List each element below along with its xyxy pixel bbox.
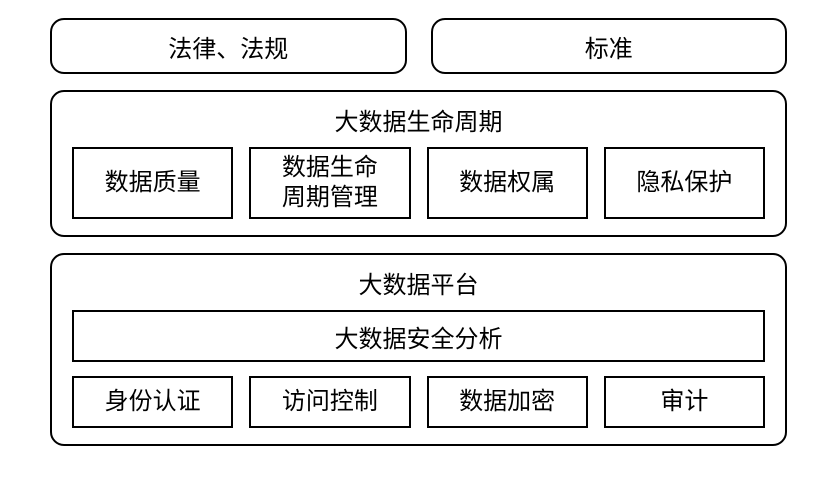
- platform-items-row: 身份认证 访问控制 数据加密 审计: [72, 376, 765, 428]
- laws-regulations-box: 法律、法规: [50, 18, 407, 74]
- security-row: 大数据安全分析: [72, 310, 765, 362]
- platform-item: 身份认证: [72, 376, 233, 428]
- lifecycle-item-label: 数据质量: [105, 168, 201, 198]
- platform-item: 数据加密: [427, 376, 588, 428]
- top-row: 法律、法规 标准: [50, 18, 787, 74]
- security-analysis-label: 大数据安全分析: [335, 319, 503, 354]
- lifecycle-title: 大数据生命周期: [72, 102, 765, 137]
- laws-regulations-label: 法律、法规: [168, 29, 288, 64]
- lifecycle-items-row: 数据质量 数据生命周期管理 数据权属 隐私保护: [72, 147, 765, 219]
- lifecycle-item-label: 隐私保护: [636, 168, 732, 198]
- platform-item-label: 身份认证: [105, 387, 201, 417]
- lifecycle-item: 隐私保护: [604, 147, 765, 219]
- platform-item-label: 访问控制: [282, 387, 378, 417]
- platform-item-label: 审计: [660, 387, 708, 417]
- lifecycle-item-label: 数据生命周期管理: [282, 153, 378, 213]
- lifecycle-item: 数据生命周期管理: [249, 147, 410, 219]
- platform-item: 审计: [604, 376, 765, 428]
- platform-item: 访问控制: [249, 376, 410, 428]
- security-analysis-box: 大数据安全分析: [72, 310, 765, 362]
- platform-title: 大数据平台: [72, 265, 765, 300]
- standards-label: 标准: [585, 29, 633, 64]
- platform-item-label: 数据加密: [459, 387, 555, 417]
- platform-section: 大数据平台 大数据安全分析 身份认证 访问控制 数据加密 审计: [50, 253, 787, 446]
- lifecycle-item: 数据质量: [72, 147, 233, 219]
- lifecycle-section: 大数据生命周期 数据质量 数据生命周期管理 数据权属 隐私保护: [50, 90, 787, 237]
- lifecycle-item: 数据权属: [427, 147, 588, 219]
- lifecycle-item-label: 数据权属: [459, 168, 555, 198]
- standards-box: 标准: [431, 18, 788, 74]
